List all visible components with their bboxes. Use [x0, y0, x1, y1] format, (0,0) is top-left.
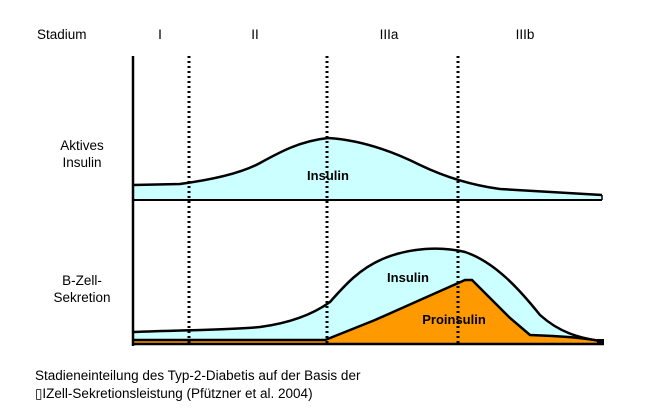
proinsulin-area: [133, 280, 600, 344]
caption-line-1: Stadieneinteilung des Typ-2-Diabetis auf…: [35, 368, 361, 383]
active-insulin-area: [133, 138, 602, 200]
stage-label-iiia: IIIa: [379, 27, 399, 42]
row-label-beta-cell-line2: Sekretion: [53, 290, 111, 305]
stage-label-i: I: [158, 27, 162, 42]
row-label-active-insulin: Aktives Insulin: [42, 137, 122, 171]
stage-header-label: Stadium: [37, 27, 87, 42]
proinsulin-label: Proinsulin: [422, 312, 486, 327]
row-label-active-insulin-line2: Insulin: [62, 155, 102, 170]
stage-label-iiib: IIIb: [515, 27, 535, 42]
active-insulin-curve: [132, 136, 603, 197]
secreted-insulin-curve: [132, 247, 601, 343]
top-insulin-label: Insulin: [307, 168, 349, 183]
stage-label-ii: II: [251, 27, 259, 42]
row-label-beta-cell-line1: B-Zell-: [62, 273, 102, 288]
row-label-beta-cell-secretion: B-Zell- Sekretion: [40, 272, 124, 306]
bottom-panel-end-marker: [597, 339, 604, 345]
caption-line-2: ▯IZell-Sekretionsleistung (Pfützner et a…: [35, 386, 313, 401]
row-label-active-insulin-line1: Aktives: [60, 138, 104, 153]
bottom-insulin-label: Insulin: [387, 270, 429, 285]
